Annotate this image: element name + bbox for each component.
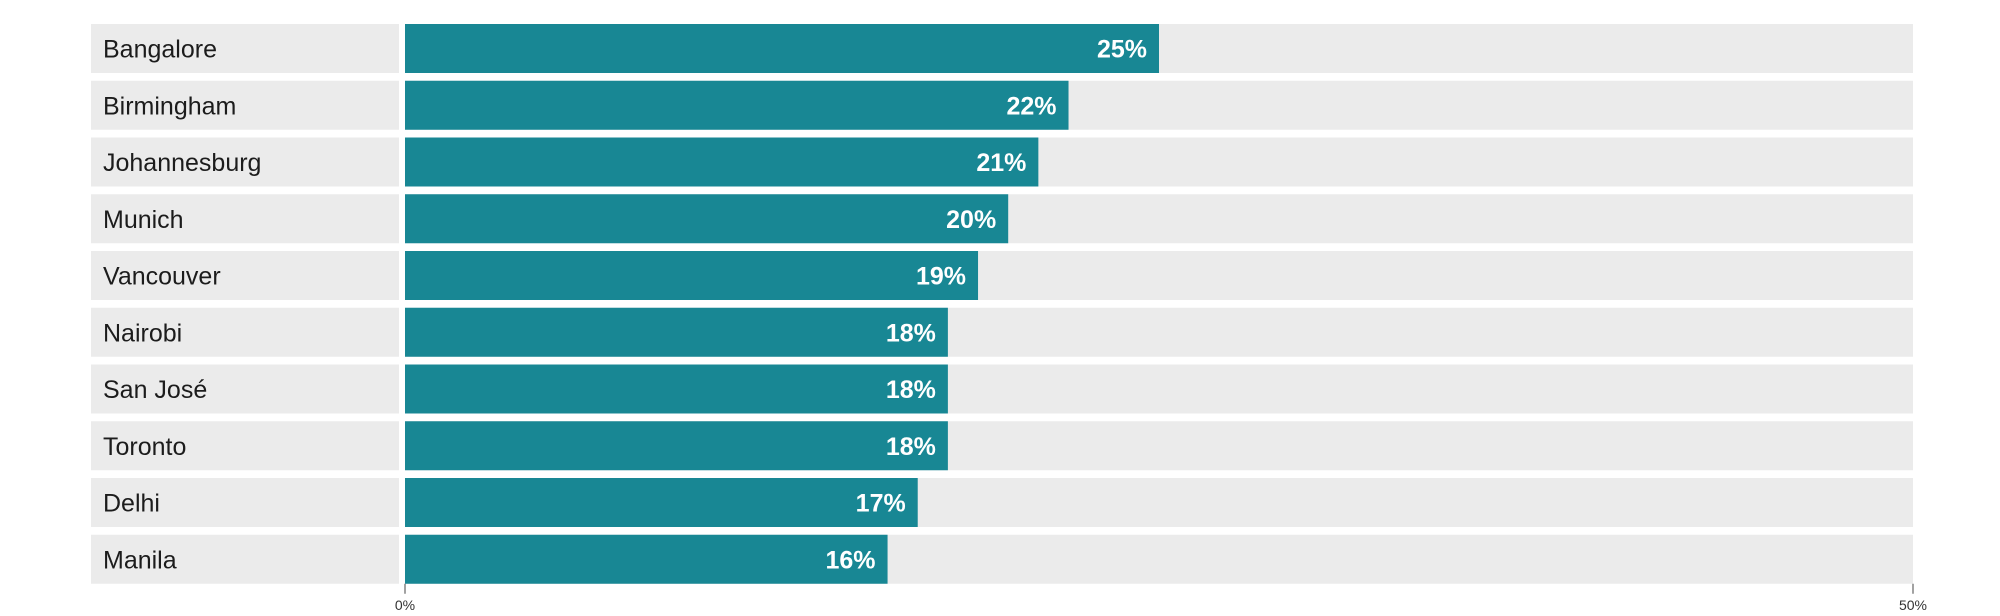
bar-row: Delhi 17%: [91, 478, 1913, 527]
bar-row: Johannesburg 21%: [91, 137, 1913, 187]
bar-row: Vancouver 19%: [91, 251, 1913, 300]
bar-row: Nairobi 18%: [91, 307, 1913, 357]
category-label: Toronto: [103, 433, 186, 461]
bar: [405, 364, 948, 414]
row-label-background: [91, 137, 399, 187]
data-label: 22%: [1006, 92, 1056, 120]
data-label: 17%: [856, 490, 906, 518]
category-label: San José: [103, 376, 207, 404]
category-label: Birmingham: [103, 92, 236, 120]
bar: [405, 307, 948, 357]
bar-row: Birmingham 22%: [91, 80, 1913, 130]
bar-row: San José 18%: [91, 364, 1913, 414]
category-label: Munich: [103, 206, 184, 234]
x-axis: 0% 50%: [395, 583, 1927, 613]
data-label: 21%: [976, 149, 1026, 177]
bar-row: Munich 20%: [91, 194, 1913, 244]
bar: [405, 80, 1069, 130]
bar: [405, 478, 918, 527]
data-label: 20%: [946, 206, 996, 234]
row-label-background: [91, 421, 399, 471]
bar: [405, 194, 1009, 244]
bar-rows: Bangalore 25% Birmingham 22% Johannesburg 21%…: [91, 24, 1913, 584]
data-label: 18%: [886, 376, 936, 404]
category-label: Bangalore: [103, 36, 217, 64]
data-label: 16%: [826, 546, 876, 574]
data-label: 18%: [886, 433, 936, 461]
category-label: Delhi: [103, 490, 160, 518]
x-tick-label: 0%: [395, 597, 415, 613]
row-label-background: [91, 24, 399, 73]
row-label-background: [91, 478, 399, 527]
category-label: Manila: [103, 546, 177, 574]
row-label-background: [91, 307, 399, 357]
bar: [405, 251, 979, 300]
category-label: Nairobi: [103, 319, 182, 347]
row-label-background: [91, 364, 399, 414]
row-label-background: [91, 194, 399, 244]
category-label: Vancouver: [103, 263, 221, 291]
data-label: 25%: [1097, 36, 1147, 64]
bar: [405, 534, 888, 584]
row-label-background: [91, 251, 399, 300]
x-tick-label: 50%: [1899, 597, 1927, 613]
data-label: 19%: [916, 263, 966, 291]
bar: [405, 137, 1039, 187]
row-label-background: [91, 80, 399, 130]
category-label: Johannesburg: [103, 149, 261, 177]
row-label-background: [91, 534, 399, 584]
data-label: 18%: [886, 319, 936, 347]
bar-row: Manila 16%: [91, 534, 1913, 584]
bar: [405, 421, 948, 471]
bar-row: Bangalore 25%: [91, 24, 1913, 73]
bar-row: Toronto 18%: [91, 421, 1913, 471]
bar: [405, 24, 1159, 73]
